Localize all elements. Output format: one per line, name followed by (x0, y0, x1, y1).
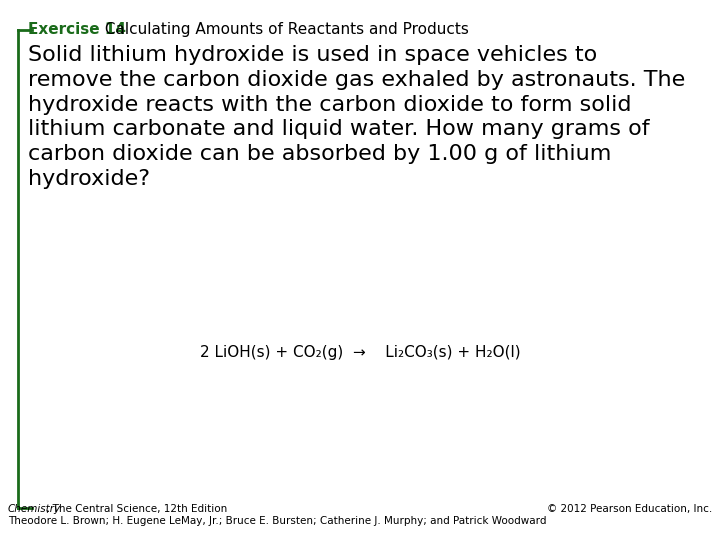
Text: Solid lithium hydroxide is used in space vehicles to
remove the carbon dioxide g: Solid lithium hydroxide is used in space… (28, 45, 685, 189)
Text: Theodore L. Brown; H. Eugene LeMay, Jr.; Bruce E. Bursten; Catherine J. Murphy; : Theodore L. Brown; H. Eugene LeMay, Jr.;… (8, 516, 546, 526)
Text: Chemistry: Chemistry (8, 504, 61, 514)
Text: Calculating Amounts of Reactants and Products: Calculating Amounts of Reactants and Pro… (100, 22, 469, 37)
Text: Exercise 14: Exercise 14 (28, 22, 126, 37)
Text: 2 LiOH(s) + CO₂(g)  →    Li₂CO₃(s) + H₂O(l): 2 LiOH(s) + CO₂(g) → Li₂CO₃(s) + H₂O(l) (199, 345, 521, 360)
Text: , The Central Science, 12th Edition: , The Central Science, 12th Edition (46, 504, 228, 514)
Text: © 2012 Pearson Education, Inc.: © 2012 Pearson Education, Inc. (546, 504, 712, 514)
